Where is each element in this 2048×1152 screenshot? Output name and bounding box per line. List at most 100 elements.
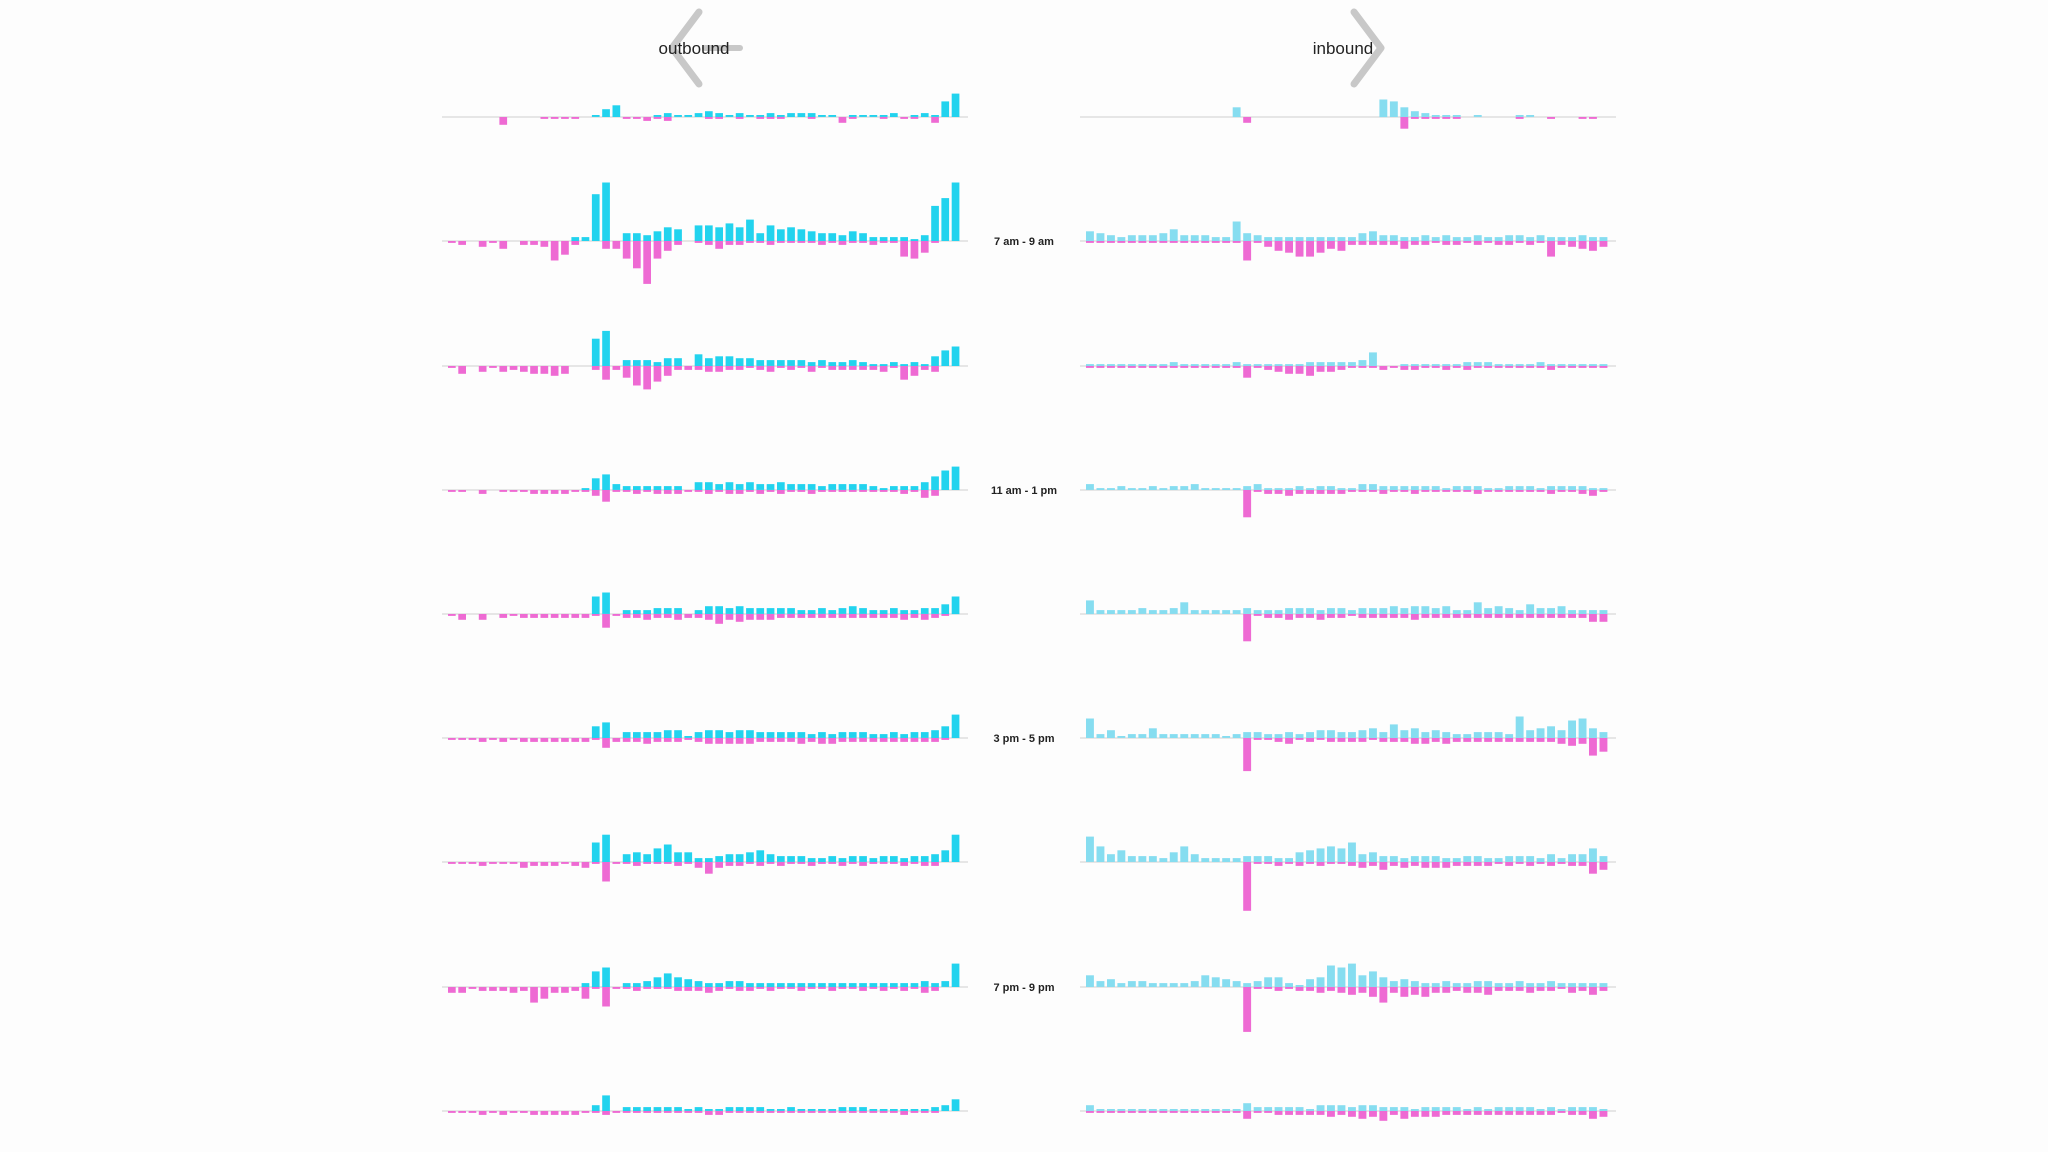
inbound-bar-down (1442, 614, 1451, 618)
outbound-bar-down (715, 241, 723, 249)
inbound-bar-up (1400, 608, 1409, 614)
inbound-bar-up (1578, 1107, 1587, 1111)
outbound-bar-up (746, 1107, 754, 1111)
outbound-bar-up (838, 858, 847, 862)
inbound-bar-up (1180, 846, 1189, 862)
inbound-bar-down (1379, 862, 1388, 870)
outbound-bar-down (848, 987, 857, 989)
outbound-bar-up (746, 219, 754, 241)
inbound-bar-up (1169, 734, 1178, 738)
inbound-bar-up (1337, 1105, 1346, 1111)
inbound-bar-up (1180, 734, 1189, 738)
outbound-bar-up (931, 730, 939, 738)
outbound-bar-down (766, 490, 775, 492)
inbound-bar-down (1484, 738, 1493, 742)
inbound-bar-up (1599, 1109, 1608, 1111)
outbound-bar-up (705, 111, 713, 117)
inbound-bar-up (1243, 233, 1252, 241)
outbound-bar-up (900, 858, 908, 862)
inbound-bar-up (1400, 730, 1409, 738)
outbound-bar-up (951, 834, 960, 862)
outbound-bar-down (879, 117, 888, 119)
inbound-bar-down (1306, 614, 1314, 618)
outbound-bar-down (787, 987, 795, 989)
outbound-bar-up (807, 858, 816, 862)
inbound-bar-up (1473, 732, 1482, 738)
outbound-bar-down (520, 738, 528, 742)
inbound-bar-up (1169, 362, 1178, 366)
inbound-bar-up (1431, 983, 1440, 987)
inbound-bar-up (1316, 977, 1325, 988)
outbound-bar-down (879, 1111, 888, 1113)
inbound-bar-down (1369, 738, 1377, 740)
inbound-bar-up (1421, 606, 1430, 614)
inbound-bar-up (1180, 1109, 1189, 1111)
inbound-bar-up (1337, 608, 1346, 614)
outbound-bar-up (828, 233, 837, 241)
outbound-bar-up (941, 604, 950, 615)
inbound-bar-down (1568, 241, 1576, 247)
inbound-bar-up (1222, 979, 1231, 987)
chevron-right-icon[interactable] (1350, 8, 1385, 88)
outbound-bar-up (705, 1109, 713, 1111)
inbound-bar-down (1306, 738, 1314, 742)
outbound-bar-down (715, 614, 723, 624)
outbound-bar-down (643, 366, 651, 390)
outbound-bar-up (766, 854, 775, 862)
inbound-bar-up (1264, 364, 1273, 366)
inbound-bar-down (1442, 1111, 1451, 1115)
inbound-bar-up (1369, 231, 1377, 242)
outbound-bar-up (602, 834, 610, 862)
outbound-bar-down (458, 241, 466, 245)
inbound-bar-up (1431, 115, 1440, 117)
inbound-panel-5 (1080, 600, 1616, 642)
inbound-bar-up (1379, 1107, 1388, 1111)
inbound-bar-down (1295, 738, 1304, 740)
chevron-left-icon[interactable] (668, 8, 703, 88)
outbound-bar-up (807, 231, 816, 242)
outbound-bar-down (848, 614, 857, 618)
inbound-bar-up (1127, 364, 1136, 366)
outbound-bar-down (931, 241, 939, 243)
outbound-bar-down (910, 241, 919, 259)
inbound-bar-up (1253, 235, 1262, 241)
inbound-bar-up (1410, 364, 1419, 366)
outbound-bar-down (509, 614, 518, 616)
inbound-bar-up (1505, 486, 1514, 490)
inbound-bar-up (1243, 983, 1252, 987)
inbound-bar-up (1358, 484, 1367, 490)
outbound-bar-up (787, 360, 795, 366)
inbound-bar-down (1410, 1111, 1419, 1117)
outbound-bar-down (571, 738, 580, 742)
outbound-bar-down (735, 862, 744, 866)
inbound-bar-up (1494, 1107, 1503, 1111)
inbound-bar-down (1264, 738, 1273, 740)
outbound-bar-down (448, 987, 456, 993)
outbound-bar-up (756, 1107, 765, 1111)
inbound-bar-up (1431, 608, 1440, 614)
inbound-bar-up (1442, 1107, 1451, 1111)
inbound-bar-down (1547, 987, 1555, 991)
outbound-bar-down (818, 614, 826, 618)
outbound-bar-up (818, 608, 826, 614)
outbound-panel-4 (442, 466, 968, 502)
outbound-bar-down (663, 490, 672, 494)
inbound-bar-down (1358, 366, 1367, 368)
outbound-bar-up (674, 358, 682, 366)
inbound-bar-up (1358, 730, 1367, 738)
outbound-bar-up (622, 732, 631, 738)
inbound-bar-down (1578, 490, 1587, 494)
inbound-bar-up (1201, 975, 1210, 987)
inbound-bar-down (1253, 1111, 1262, 1113)
outbound-bar-up (643, 1107, 651, 1111)
outbound-bar-down (838, 490, 847, 492)
outbound-bar-down (869, 366, 878, 370)
inbound-bar-up (1379, 608, 1388, 614)
outbound-bar-down (633, 1111, 641, 1113)
inbound-bar-down (1431, 1111, 1440, 1117)
outbound-bar-down (602, 366, 610, 380)
inbound-bar-down (1599, 241, 1608, 247)
inbound-bar-down (1515, 1111, 1524, 1115)
inbound-bar-down (1452, 862, 1461, 866)
outbound-bar-down (468, 862, 477, 864)
